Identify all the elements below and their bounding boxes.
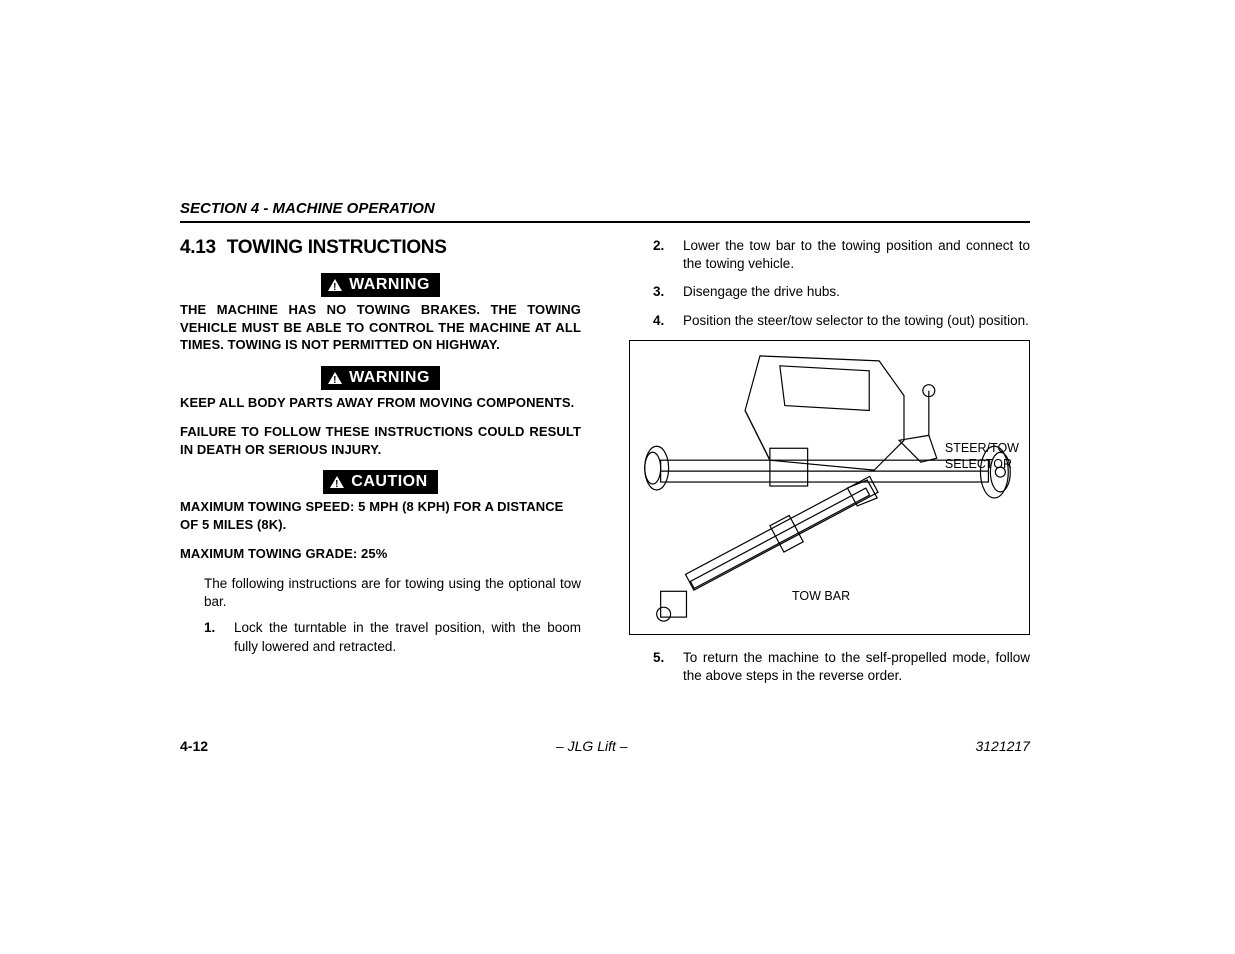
caution-text-1: MAXIMUM TOWING SPEED: 5 MPH (8 KPH) FOR … xyxy=(180,498,581,533)
warning-badge-2-wrap: ! WARNING xyxy=(180,366,581,390)
warning-badge-2: ! WARNING xyxy=(321,366,440,390)
caution-text-2: MAXIMUM TOWING GRADE: 25% xyxy=(180,545,581,563)
figure-label-selector-l1: STEER/TOW xyxy=(945,441,1019,455)
alert-triangle-icon: ! xyxy=(327,371,343,385)
step-3: Disengage the drive hubs. xyxy=(653,283,1030,301)
figure-label-selector: STEER/TOW SELECTOR xyxy=(945,441,1019,472)
step-5: To return the machine to the self-propel… xyxy=(653,649,1030,685)
steps-right-bottom: To return the machine to the self-propel… xyxy=(653,649,1030,685)
steps-right-top: Lower the tow bar to the towing position… xyxy=(653,237,1030,330)
two-column-layout: 4.13 TOWING INSTRUCTIONS ! WARNING THE M… xyxy=(180,237,1030,695)
section-title-text: TOWING INSTRUCTIONS xyxy=(227,237,447,258)
caution-badge: ! CAUTION xyxy=(323,470,437,494)
alert-triangle-icon: ! xyxy=(327,278,343,292)
right-column: Lower the tow bar to the towing position… xyxy=(629,237,1030,695)
footer-doc-number: 3121217 xyxy=(975,738,1030,754)
footer-center: – JLG Lift – xyxy=(556,738,628,754)
steps-left: Lock the turntable in the travel positio… xyxy=(204,619,581,655)
svg-text:!: ! xyxy=(333,282,337,292)
step-1: Lock the turntable in the travel positio… xyxy=(204,619,581,655)
warning-badge-1-label: WARNING xyxy=(349,276,430,294)
intro-paragraph: The following instructions are for towin… xyxy=(204,575,581,611)
caution-badge-label: CAUTION xyxy=(351,473,427,491)
step-2: Lower the tow bar to the towing position… xyxy=(653,237,1030,273)
towing-diagram: STEER/TOW SELECTOR TOW BAR xyxy=(629,340,1030,635)
page-content: SECTION 4 - MACHINE OPERATION 4.13 TOWIN… xyxy=(180,200,1030,695)
caution-badge-wrap: ! CAUTION xyxy=(180,470,581,494)
warning-text-2b: FAILURE TO FOLLOW THESE INSTRUCTIONS COU… xyxy=(180,423,581,458)
svg-text:!: ! xyxy=(335,479,339,489)
figure-label-towbar: TOW BAR xyxy=(792,589,850,605)
section-number: 4.13 xyxy=(180,237,216,258)
section-header: SECTION 4 - MACHINE OPERATION xyxy=(180,200,1030,223)
step-4: Position the steer/tow selector to the t… xyxy=(653,312,1030,330)
alert-triangle-icon: ! xyxy=(329,475,345,489)
section-title: 4.13 TOWING INSTRUCTIONS xyxy=(180,237,581,259)
page-footer: 4-12 – JLG Lift – 3121217 xyxy=(180,738,1030,754)
left-column: 4.13 TOWING INSTRUCTIONS ! WARNING THE M… xyxy=(180,237,581,695)
footer-page-number: 4-12 xyxy=(180,738,208,754)
warning-text-2a: KEEP ALL BODY PARTS AWAY FROM MOVING COM… xyxy=(180,394,581,412)
warning-badge-1-wrap: ! WARNING xyxy=(180,273,581,297)
svg-text:!: ! xyxy=(333,375,337,385)
warning-badge-1: ! WARNING xyxy=(321,273,440,297)
figure-label-selector-l2: SELECTOR xyxy=(945,457,1012,471)
warning-text-1: THE MACHINE HAS NO TOWING BRAKES. THE TO… xyxy=(180,301,581,354)
warning-badge-2-label: WARNING xyxy=(349,369,430,387)
